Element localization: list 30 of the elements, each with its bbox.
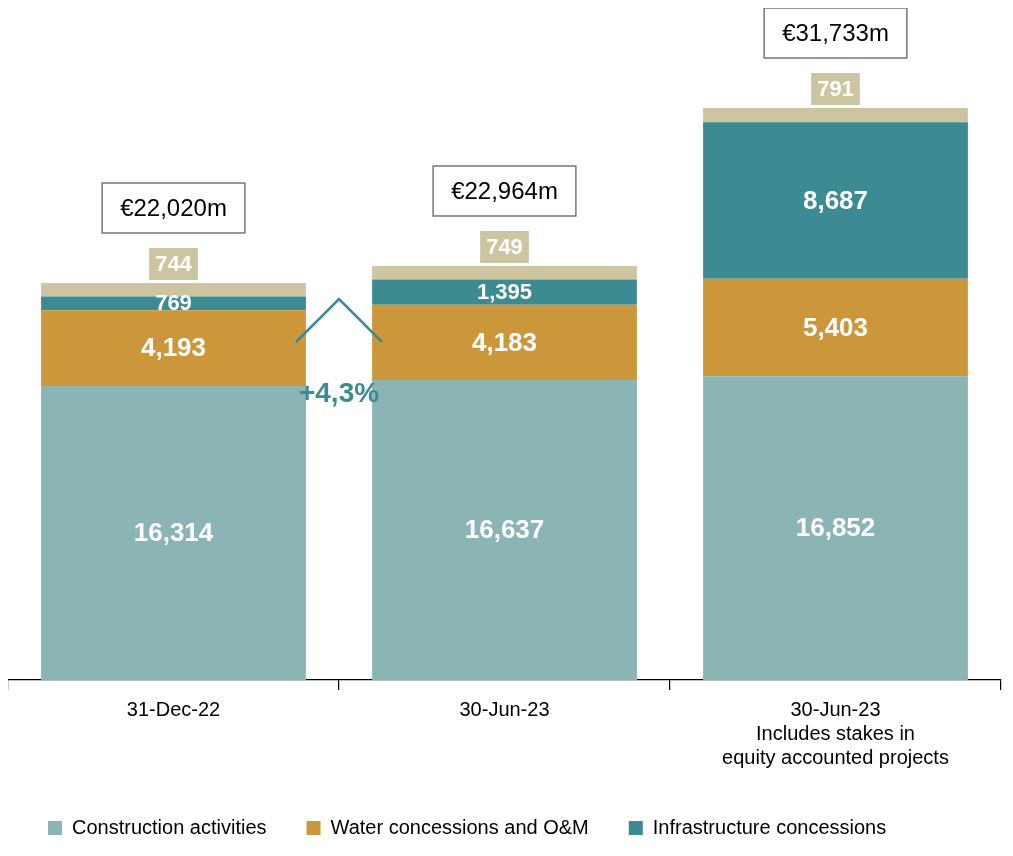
data-label: 16,637 [464, 514, 545, 545]
bar [703, 108, 968, 123]
data-label: 16,314 [133, 517, 214, 548]
data-label: 16,852 [795, 512, 876, 543]
bar [372, 279, 637, 305]
bar [703, 122, 968, 279]
bar [41, 283, 306, 297]
data-label: 4,193 [140, 332, 207, 363]
data-label: 5,403 [802, 311, 869, 342]
legend-label: Water concessions and O&M [330, 815, 589, 838]
bar [372, 266, 637, 280]
data-label: 791 [817, 76, 854, 102]
data-label: 4,183 [471, 326, 538, 357]
data-label: 749 [486, 234, 523, 260]
total-label: €22,964m [451, 176, 558, 204]
x-tick-label: 31-Dec-22 [126, 697, 221, 720]
data-label: 8,687 [802, 184, 869, 215]
total-label: €22,020m [120, 193, 227, 221]
data-label: 1,395 [476, 279, 533, 305]
data-label: 769 [155, 290, 192, 316]
legend-label: Construction activities [72, 815, 267, 838]
data-label: 744 [155, 251, 193, 277]
bar [703, 278, 968, 377]
x-tick-label: 30-Jun-23 [459, 697, 550, 720]
bar [703, 376, 968, 680]
total-label: €31,733m [782, 18, 889, 46]
bar [41, 296, 306, 311]
bar [372, 304, 637, 381]
legend-label: Infrastructure concessions [652, 815, 887, 838]
x-tick-label: 30-Jun-23 Includes stakes in equity accounted projects [722, 697, 949, 768]
